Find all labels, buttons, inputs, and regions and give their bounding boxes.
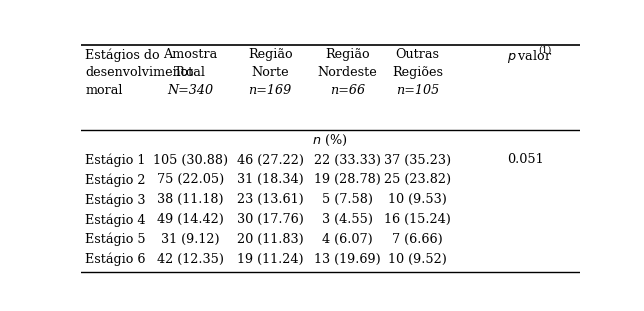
Text: 20 (11.83): 20 (11.83) [237, 233, 303, 246]
Text: 46 (27.22): 46 (27.22) [236, 153, 304, 166]
Text: 37 (35.23): 37 (35.23) [384, 153, 451, 166]
Text: 19 (11.24): 19 (11.24) [237, 253, 303, 266]
Text: 0.051: 0.051 [507, 153, 544, 166]
Text: 22 (33.33): 22 (33.33) [314, 153, 381, 166]
Text: Região: Região [325, 48, 370, 61]
Text: Norte: Norte [251, 66, 289, 79]
Text: 75 (22.05): 75 (22.05) [156, 173, 224, 186]
Text: 5 (7.58): 5 (7.58) [322, 193, 373, 206]
Text: 25 (23.82): 25 (23.82) [384, 173, 451, 186]
Text: Estágio 6: Estágio 6 [86, 253, 146, 266]
Text: n=66: n=66 [330, 84, 365, 97]
Text: Outras: Outras [395, 48, 439, 61]
Text: 13 (19.69): 13 (19.69) [314, 253, 381, 266]
Text: Estágios do: Estágios do [86, 48, 160, 62]
Text: 30 (17.76): 30 (17.76) [237, 213, 303, 226]
Text: Estágio 2: Estágio 2 [86, 173, 146, 187]
Text: Estágio 1: Estágio 1 [86, 153, 146, 167]
Text: 105 (30.88): 105 (30.88) [153, 153, 228, 166]
Text: N=340: N=340 [167, 84, 213, 97]
Text: 10 (9.52): 10 (9.52) [388, 253, 447, 266]
Text: 31 (18.34): 31 (18.34) [237, 173, 303, 186]
Text: Regiões: Regiões [392, 66, 443, 79]
Text: Nordeste: Nordeste [317, 66, 377, 79]
Text: Amostra: Amostra [163, 48, 218, 61]
Text: 10 (9.53): 10 (9.53) [388, 193, 447, 206]
Text: n=169: n=169 [249, 84, 292, 97]
Text: Região: Região [248, 48, 292, 61]
Text: Estágio 5: Estágio 5 [86, 233, 146, 246]
Text: Estágio 4: Estágio 4 [86, 213, 146, 227]
Text: desenvolvimento: desenvolvimento [86, 66, 194, 79]
Text: $n$ (%): $n$ (%) [312, 133, 348, 148]
Text: Estágio 3: Estágio 3 [86, 193, 146, 207]
Text: 19 (28.78): 19 (28.78) [314, 173, 381, 186]
Text: 23 (13.61): 23 (13.61) [237, 193, 303, 206]
Text: 42 (12.35): 42 (12.35) [156, 253, 224, 266]
Text: 7 (6.66): 7 (6.66) [392, 233, 443, 246]
Text: (1): (1) [538, 45, 552, 54]
Text: Total: Total [175, 66, 206, 79]
Text: 31 (9.12): 31 (9.12) [161, 233, 220, 246]
Text: 4 (6.07): 4 (6.07) [322, 233, 373, 246]
Text: 49 (14.42): 49 (14.42) [157, 213, 223, 226]
Text: 16 (15.24): 16 (15.24) [384, 213, 451, 226]
Text: n=105: n=105 [396, 84, 439, 97]
Text: 38 (11.18): 38 (11.18) [157, 193, 223, 206]
Text: 3 (4.55): 3 (4.55) [322, 213, 373, 226]
Text: $p$ valor: $p$ valor [507, 48, 553, 65]
Text: moral: moral [86, 84, 123, 97]
